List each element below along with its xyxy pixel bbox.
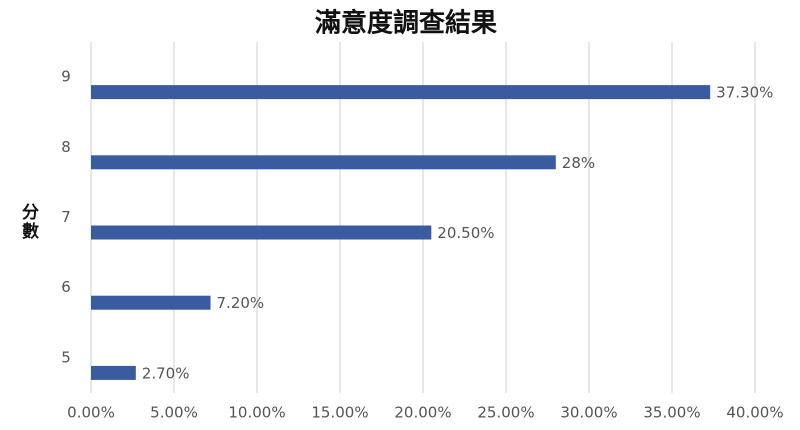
bar (91, 295, 211, 310)
data-label: 7.20% (217, 294, 265, 312)
data-label: 28% (562, 154, 595, 172)
y-tick-label: 6 (61, 278, 71, 296)
x-tick-label: 5.00% (150, 404, 198, 422)
data-label: 2.70% (142, 364, 190, 382)
bar (91, 225, 432, 240)
x-tick-label: 20.00% (394, 404, 451, 422)
x-tick-label: 40.00% (726, 404, 783, 422)
x-tick-label: 30.00% (560, 404, 617, 422)
data-label: 20.50% (437, 224, 494, 242)
y-tick-label: 8 (61, 138, 71, 156)
chart-title: 滿意度調查結果 (315, 8, 497, 39)
y-tick-label: 5 (61, 348, 71, 366)
y-tick-label: 7 (61, 208, 71, 226)
x-tick-label: 0.00% (67, 404, 115, 422)
x-tick-label: 15.00% (311, 404, 368, 422)
y-axis-label: 分數 (18, 203, 39, 241)
x-tick-label: 35.00% (643, 404, 700, 422)
y-tick-label: 9 (61, 68, 71, 86)
bar (91, 365, 136, 380)
x-tick-label: 25.00% (477, 404, 534, 422)
bar (91, 85, 711, 100)
x-tick-label: 10.00% (228, 404, 285, 422)
data-label: 37.30% (716, 84, 773, 102)
bar (91, 155, 556, 170)
